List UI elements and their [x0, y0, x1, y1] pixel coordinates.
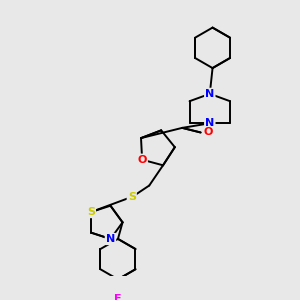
Text: N: N [205, 118, 214, 128]
Text: S: S [128, 192, 136, 202]
Text: N: N [106, 234, 115, 244]
Text: S: S [87, 207, 95, 217]
Text: O: O [137, 155, 147, 165]
Text: O: O [203, 128, 213, 137]
Text: F: F [114, 294, 122, 300]
Text: N: N [205, 89, 214, 99]
